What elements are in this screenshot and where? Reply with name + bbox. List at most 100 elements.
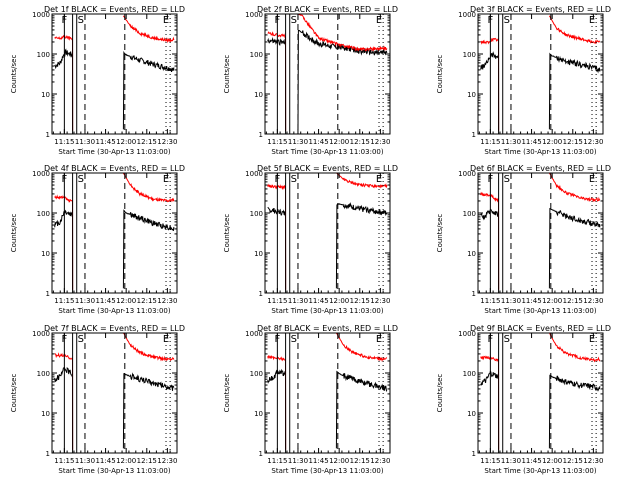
x-axis-label: Start Time (30-Apr-13 11:03:00) [484,307,596,315]
marker-label-e: E [163,174,169,185]
marker-label-f: F [487,15,493,26]
y-tick-label: 1000 [245,170,263,178]
x-tick-label: 12:00 [116,138,136,146]
panel-title: Det 6f BLACK = Events, RED = LLD [470,164,611,173]
x-tick-label: 12:15 [137,457,157,465]
x-tick-label: 12:15 [563,297,583,305]
x-tick-label: 12:30 [583,138,603,146]
y-tick-label: 10 [41,91,50,99]
x-tick-label: 12:00 [542,138,562,146]
y-axis-label: Counts/sec [436,55,444,94]
marker-label-s: S [78,15,84,26]
y-tick-label: 10 [467,91,476,99]
x-tick-label: 11:15 [480,457,500,465]
y-axis-label: Counts/sec [10,374,18,413]
panel-title: Det 9f BLACK = Events, RED = LLD [470,324,611,333]
x-tick-label: 11:15 [267,457,287,465]
panel-title: Det 7f BLACK = Events, RED = LLD [44,324,185,333]
x-axis-label: Start Time (30-Apr-13 11:03:00) [484,467,596,475]
x-tick-label: 11:30 [75,138,95,146]
y-tick-label: 100 [463,51,476,59]
x-tick-label: 12:15 [137,297,157,305]
y-tick-label: 100 [37,51,50,59]
marker-label-e: E [589,15,595,26]
x-tick-label: 11:30 [288,138,308,146]
marker-label-s: S [78,174,84,185]
y-tick-label: 1000 [245,11,263,19]
plot-frame [51,13,178,135]
x-tick-label: 11:45 [95,297,115,305]
x-tick-label: 11:15 [54,297,74,305]
x-tick-label: 12:30 [157,297,177,305]
marker-label-f: F [61,334,67,345]
marker-label-e: E [376,15,382,26]
y-tick-label: 10 [254,250,263,258]
x-tick-label: 11:30 [75,457,95,465]
marker-label-e: E [589,174,595,185]
x-tick-label: 12:30 [370,457,390,465]
y-tick-label: 10 [41,410,50,418]
x-axis-label: Start Time (30-Apr-13 11:03:00) [484,148,596,156]
x-tick-label: 12:30 [157,457,177,465]
plot-frame [51,332,178,454]
x-tick-label: 11:30 [501,138,521,146]
x-tick-label: 11:30 [288,297,308,305]
y-tick-label: 100 [37,370,50,378]
marker-label-e: E [376,174,382,185]
plot-frame [477,172,604,294]
x-tick-label: 12:00 [542,457,562,465]
x-tick-label: 12:00 [116,297,136,305]
panel-det-5: Det 5f BLACK = Events, RED = LLD Start Ti… [223,164,398,315]
panel-det-1: Det 1f BLACK = Events, RED = LLD Start Ti… [10,5,185,156]
y-tick-label: 1 [472,131,476,139]
y-axis-label: Counts/sec [436,214,444,253]
x-tick-label: 12:00 [329,297,349,305]
x-tick-label: 12:00 [329,138,349,146]
x-tick-label: 11:15 [480,138,500,146]
y-tick-label: 100 [250,51,263,59]
y-axis-label: Counts/sec [10,55,18,94]
marker-label-f: F [274,334,280,345]
y-axis-label: Counts/sec [223,55,231,94]
x-tick-label: 12:15 [350,297,370,305]
panel-det-6: Det 6f BLACK = Events, RED = LLD Start Ti… [436,164,611,315]
panel-det-7: Det 7f BLACK = Events, RED = LLD Start Ti… [10,324,185,475]
x-tick-label: 12:00 [542,297,562,305]
x-tick-label: 11:45 [308,457,328,465]
y-tick-label: 10 [254,410,263,418]
marker-label-s: S [504,334,510,345]
plot-frame [477,13,604,135]
x-axis-label: Start Time (30-Apr-13 11:03:00) [271,307,383,315]
x-tick-label: 11:30 [501,297,521,305]
x-axis-label: Start Time (30-Apr-13 11:03:00) [58,467,170,475]
y-tick-label: 100 [463,210,476,218]
x-tick-label: 11:30 [501,457,521,465]
marker-label-s: S [504,15,510,26]
marker-label-s: S [291,174,297,185]
x-tick-label: 11:45 [308,138,328,146]
plot-frame [51,172,178,294]
x-tick-label: 12:00 [329,457,349,465]
y-tick-label: 10 [254,91,263,99]
y-tick-label: 10 [467,410,476,418]
y-tick-label: 1 [46,290,50,298]
x-axis-label: Start Time (30-Apr-13 11:03:00) [58,148,170,156]
x-tick-label: 12:30 [370,138,390,146]
panel-title: Det 1f BLACK = Events, RED = LLD [44,5,185,14]
panel-det-8: Det 8f BLACK = Events, RED = LLD Start Ti… [223,324,398,475]
marker-label-s: S [78,334,84,345]
panel-det-9: Det 9f BLACK = Events, RED = LLD Start Ti… [436,324,611,475]
x-tick-label: 11:15 [480,297,500,305]
marker-label-f: F [274,15,280,26]
y-tick-label: 100 [250,210,263,218]
y-tick-label: 1000 [458,11,476,19]
y-tick-label: 10 [41,250,50,258]
x-tick-label: 11:30 [288,457,308,465]
marker-label-f: F [61,174,67,185]
x-tick-label: 12:15 [350,457,370,465]
y-tick-label: 1 [472,290,476,298]
x-tick-label: 12:30 [583,457,603,465]
y-tick-label: 100 [37,210,50,218]
x-tick-label: 11:45 [521,297,541,305]
y-tick-label: 1000 [32,170,50,178]
